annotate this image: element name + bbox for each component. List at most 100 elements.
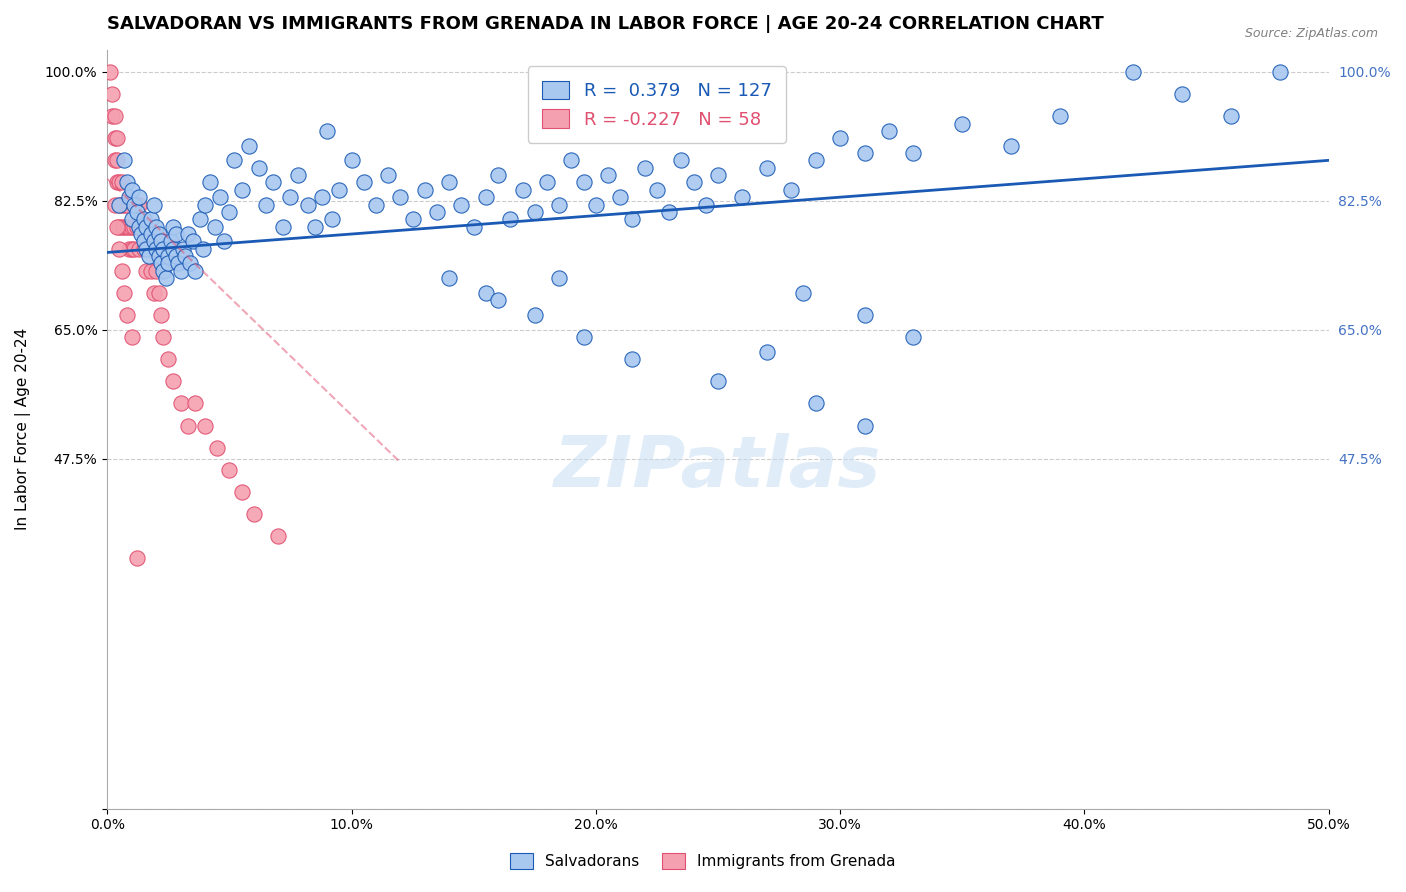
Point (172, 242, 194, 256)
Point (128, 197, 150, 211)
Point (105, 153, 128, 168)
Point (169, 264, 191, 278)
Point (112, 197, 135, 211)
Point (297, 197, 319, 211)
Point (121, 219, 143, 234)
Point (194, 197, 217, 211)
Point (755, 161, 778, 175)
Point (523, 205, 546, 219)
Point (108, 176, 131, 190)
Point (165, 249, 187, 263)
Point (122, 242, 145, 256)
Point (413, 183, 436, 197)
Point (148, 227, 170, 241)
Point (111, 219, 134, 234)
Point (645, 183, 668, 197)
Point (1268, 65, 1291, 79)
Point (157, 256, 180, 270)
Point (214, 235, 236, 249)
Point (377, 168, 399, 182)
Point (463, 219, 485, 234)
Point (105, 131, 128, 145)
Y-axis label: In Labor Force | Age 20-24: In Labor Force | Age 20-24 (15, 328, 31, 531)
Legend: R =  0.379   N = 127, R = -0.227   N = 58: R = 0.379 N = 127, R = -0.227 N = 58 (527, 66, 786, 143)
Point (634, 161, 657, 175)
Point (450, 197, 472, 211)
Point (142, 285, 165, 300)
Point (853, 145, 876, 160)
Point (118, 242, 141, 256)
Point (155, 271, 177, 285)
Point (853, 308, 876, 322)
Point (142, 197, 165, 211)
Text: Source: ZipAtlas.com: Source: ZipAtlas.com (1244, 27, 1378, 40)
Point (108, 219, 131, 234)
Point (198, 176, 221, 190)
Point (1122, 65, 1144, 79)
Point (138, 242, 160, 256)
Point (804, 153, 827, 168)
Point (224, 153, 246, 168)
Point (157, 249, 180, 263)
Point (141, 227, 163, 241)
Point (707, 168, 730, 182)
Point (132, 242, 155, 256)
Point (877, 124, 900, 138)
Point (780, 183, 803, 197)
Point (287, 168, 309, 182)
Legend: Salvadorans, Immigrants from Grenada: Salvadorans, Immigrants from Grenada (503, 847, 903, 875)
Point (167, 256, 190, 270)
Point (340, 153, 363, 168)
Point (125, 197, 148, 211)
Point (118, 190, 141, 204)
Point (903, 330, 925, 344)
Point (1049, 109, 1071, 123)
Point (658, 205, 681, 219)
Point (131, 219, 153, 234)
Point (125, 551, 148, 566)
Point (439, 271, 461, 285)
Point (149, 235, 172, 249)
Point (98, 65, 121, 79)
Point (111, 176, 134, 190)
Point (152, 264, 174, 278)
Point (218, 463, 240, 477)
Text: ZIPatlas: ZIPatlas (554, 433, 882, 501)
Point (1219, 109, 1241, 123)
Point (115, 176, 138, 190)
Point (108, 197, 131, 211)
Point (177, 227, 200, 241)
Point (122, 219, 145, 234)
Point (596, 168, 619, 182)
Point (128, 242, 150, 256)
Point (128, 190, 150, 204)
Point (174, 249, 197, 263)
Point (145, 219, 167, 234)
Point (162, 219, 184, 234)
Point (132, 235, 155, 249)
Point (145, 242, 167, 256)
Point (111, 264, 134, 278)
Point (128, 219, 150, 234)
Point (271, 219, 294, 234)
Point (585, 197, 607, 211)
Point (184, 264, 207, 278)
Point (141, 212, 163, 227)
Point (194, 418, 217, 433)
Point (731, 190, 754, 204)
Point (321, 212, 343, 227)
Point (177, 418, 200, 433)
Point (135, 264, 157, 278)
Point (108, 197, 131, 211)
Point (389, 190, 412, 204)
Point (208, 190, 231, 204)
Point (572, 330, 595, 344)
Point (621, 352, 644, 367)
Point (621, 212, 644, 227)
Point (115, 197, 138, 211)
Point (145, 264, 167, 278)
Point (950, 116, 973, 130)
Point (707, 375, 730, 389)
Point (311, 190, 333, 204)
Point (254, 197, 277, 211)
